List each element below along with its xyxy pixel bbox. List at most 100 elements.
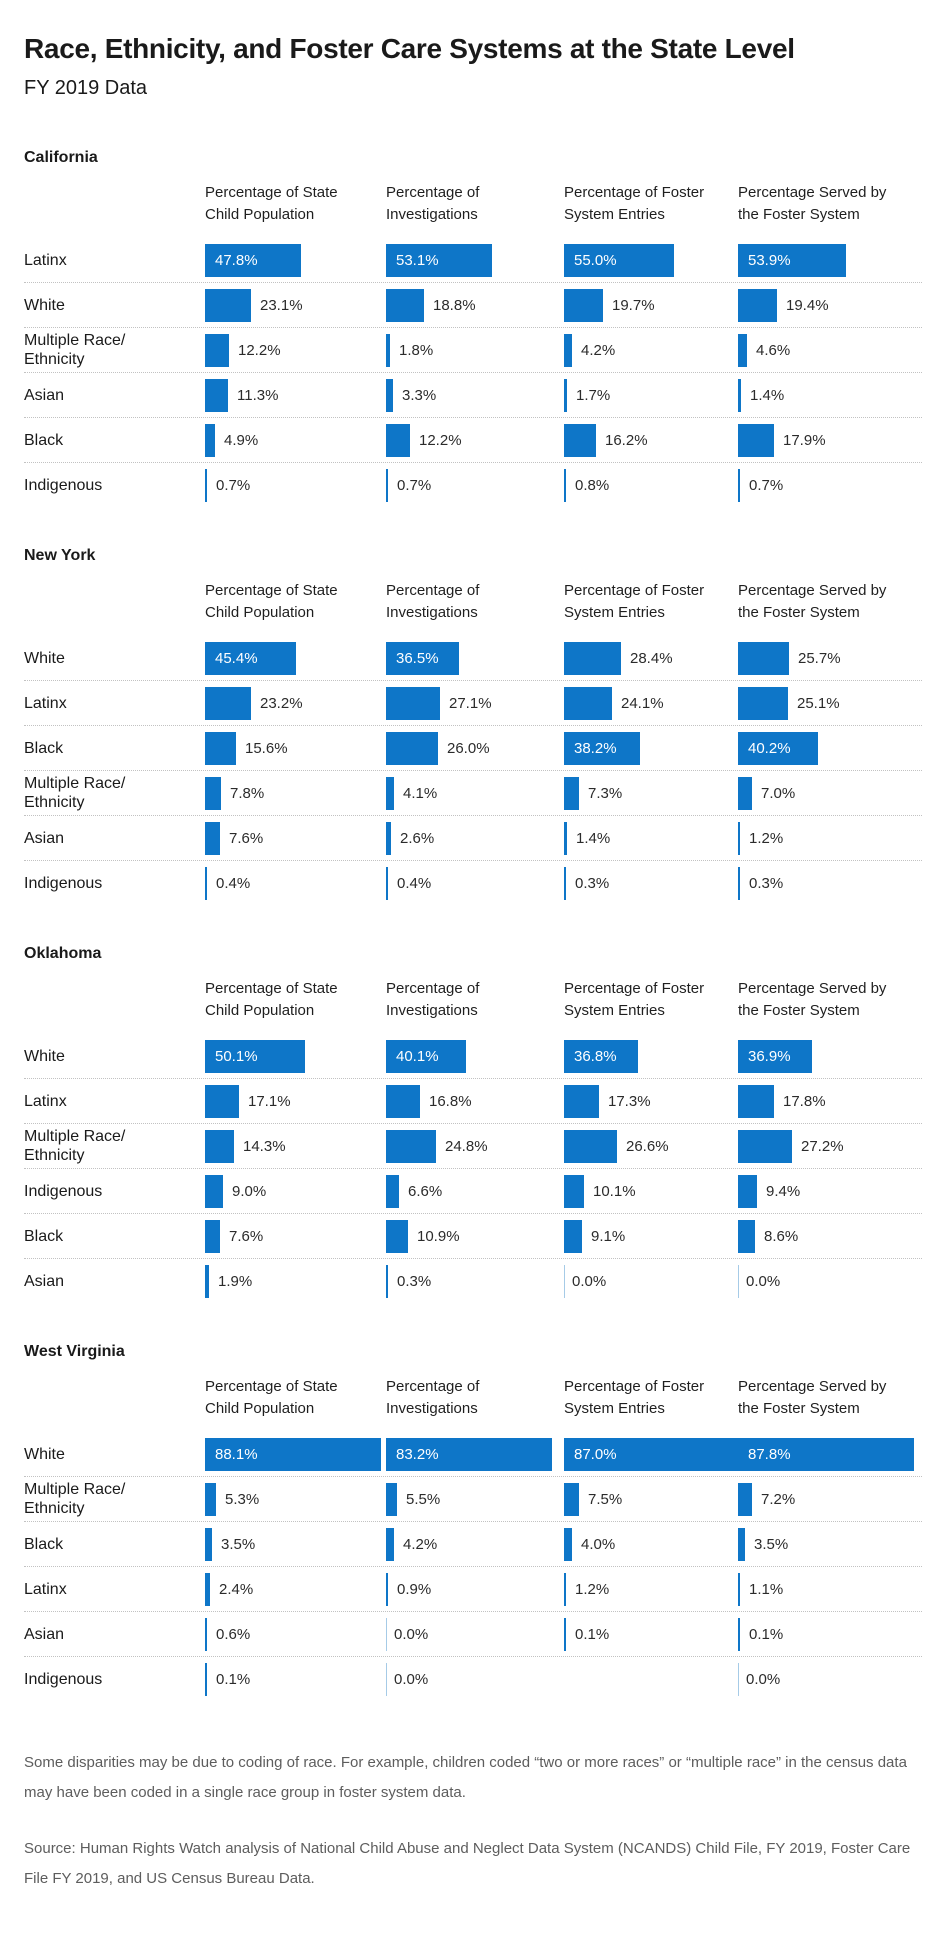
bar-cell: 4.2% xyxy=(564,333,738,367)
bar xyxy=(738,686,788,720)
bar-cell: 18.8% xyxy=(386,288,564,322)
bar-cell: 0.0% xyxy=(564,1265,738,1298)
bar-value-label: 1.7% xyxy=(576,386,611,404)
race-row-latinx: Latinx 2.4% 0.9% 1.2% 1.1% xyxy=(24,1567,922,1612)
disclaimer-text: Some disparities may be due to coding of… xyxy=(24,1754,907,1801)
bar-value-label: 87.8% xyxy=(748,1445,791,1463)
column-header-3: Percentage of Foster System Entries xyxy=(564,582,705,621)
bar: 36.5% xyxy=(386,641,459,675)
bar-value-label: 40.1% xyxy=(396,1047,439,1065)
bar xyxy=(205,821,220,855)
bar-cell: 88.1% xyxy=(205,1437,386,1471)
bar-value-label: 0.3% xyxy=(575,875,610,892)
bar xyxy=(738,333,747,367)
bar-value-label: 27.1% xyxy=(449,694,492,712)
bar xyxy=(386,1174,399,1208)
column-header-1: Percentage of State Child Population xyxy=(205,1378,338,1417)
bar-cell: 1.2% xyxy=(564,1572,738,1606)
race-label: Latinx xyxy=(24,694,67,712)
bar-cell: 1.9% xyxy=(205,1265,386,1298)
bar xyxy=(738,1527,745,1561)
bar: 50.1% xyxy=(205,1039,305,1073)
race-label: Multiple Race/ Ethnicity xyxy=(24,1481,126,1517)
race-label: Asian xyxy=(24,1625,65,1643)
bar xyxy=(205,1174,223,1208)
bar xyxy=(205,1482,216,1516)
state-title-california: California xyxy=(24,149,98,166)
bar xyxy=(386,378,393,412)
bar xyxy=(386,1482,397,1516)
bar-cell: 7.3% xyxy=(564,776,738,810)
column-header-4: Percentage Served by the Foster System xyxy=(738,1378,887,1417)
bar-cell: 0.3% xyxy=(386,1265,564,1298)
bar-cell: 5.5% xyxy=(386,1482,564,1516)
column-header-4: Percentage Served by the Foster System xyxy=(738,980,887,1019)
bar xyxy=(386,333,390,367)
bar-value-label: 0.9% xyxy=(397,1580,432,1598)
bar-cell: 4.1% xyxy=(386,776,564,810)
bar-value-label: 0.3% xyxy=(397,1273,432,1290)
bar xyxy=(205,731,236,765)
bar-value-label: 53.9% xyxy=(748,251,791,269)
bar-value-label: 4.2% xyxy=(403,1535,438,1553)
bar-cell: 7.6% xyxy=(205,1219,386,1253)
bar xyxy=(738,1219,755,1253)
bar-value-label: 36.8% xyxy=(574,1047,617,1065)
race-row-indigenous: Indigenous 9.0% 6.6% 10.1% 9.4% xyxy=(24,1169,922,1214)
bar-cell: 23.1% xyxy=(205,288,386,322)
state-section-oklahoma: Oklahoma Percentage of State Child Popula… xyxy=(24,944,922,1304)
bar-cell: 9.4% xyxy=(738,1174,922,1208)
bar-cell: 17.1% xyxy=(205,1084,386,1118)
bar-value-label: 0.8% xyxy=(575,477,610,494)
bar-value-label: 8.6% xyxy=(764,1227,799,1245)
bar-value-label: 9.1% xyxy=(591,1227,626,1245)
bar-cell: 14.3% xyxy=(205,1129,386,1163)
bar-value-label: 7.8% xyxy=(230,784,265,802)
bar-value-label: 24.8% xyxy=(445,1137,488,1155)
bar-cell: 17.9% xyxy=(738,423,922,457)
race-row-multiple-race-ethnicity: Multiple Race/ Ethnicity 5.3% 5.5% 7.5% 7.2% xyxy=(24,1477,922,1522)
bar-cell: 40.1% xyxy=(386,1039,564,1073)
race-row-black: Black 4.9% 12.2% 16.2% 17.9% xyxy=(24,418,922,463)
bar-value-label: 25.1% xyxy=(797,694,840,712)
column-header-2: Percentage of Investigations xyxy=(386,1378,480,1417)
bar xyxy=(205,1265,209,1298)
bar-value-label: 0.0% xyxy=(746,1671,781,1688)
bar-cell: 36.8% xyxy=(564,1039,738,1073)
bar xyxy=(205,469,207,502)
bar-value-label: 1.2% xyxy=(749,829,784,847)
race-row-multiple-race-ethnicity: Multiple Race/ Ethnicity 12.2% 1.8% 4.2% 4.6… xyxy=(24,328,922,373)
bar-cell: 24.8% xyxy=(386,1129,564,1163)
bar xyxy=(205,1572,210,1606)
zero-axis-line xyxy=(738,1265,739,1298)
bar-value-label: 4.2% xyxy=(581,341,616,359)
bar xyxy=(564,686,612,720)
bar xyxy=(205,378,228,412)
bar xyxy=(564,1129,617,1163)
bar xyxy=(386,288,424,322)
bar-cell: 0.7% xyxy=(386,469,564,502)
bar-cell: 4.6% xyxy=(738,333,922,367)
bar xyxy=(738,288,777,322)
bar xyxy=(738,641,789,675)
race-label: Asian xyxy=(24,829,65,847)
bar-value-label: 23.2% xyxy=(260,694,303,712)
race-row-black: Black 7.6% 10.9% 9.1% 8.6% xyxy=(24,1214,922,1259)
bar-value-label: 0.1% xyxy=(216,1671,251,1688)
race-label: White xyxy=(24,1445,65,1463)
bar-value-label: 38.2% xyxy=(574,739,617,757)
bar-cell: 4.2% xyxy=(386,1527,564,1561)
bar-value-label: 5.5% xyxy=(406,1490,441,1508)
bar-value-label: 2.4% xyxy=(219,1580,254,1598)
bar-cell: 25.1% xyxy=(738,686,922,720)
bar-value-label: 87.0% xyxy=(574,1445,617,1463)
bar-cell: 0.1% xyxy=(564,1617,738,1651)
bar-value-label: 27.2% xyxy=(801,1137,844,1155)
bar-value-label: 2.6% xyxy=(400,829,435,847)
bar xyxy=(564,378,567,412)
bar-value-label: 0.0% xyxy=(572,1273,607,1290)
bar-cell: 0.0% xyxy=(386,1663,564,1696)
race-row-white: White 23.1% 18.8% 19.7% 19.4% xyxy=(24,283,922,328)
column-header-4: Percentage Served by the Foster System xyxy=(738,184,887,223)
bar-cell: 0.4% xyxy=(386,867,564,900)
